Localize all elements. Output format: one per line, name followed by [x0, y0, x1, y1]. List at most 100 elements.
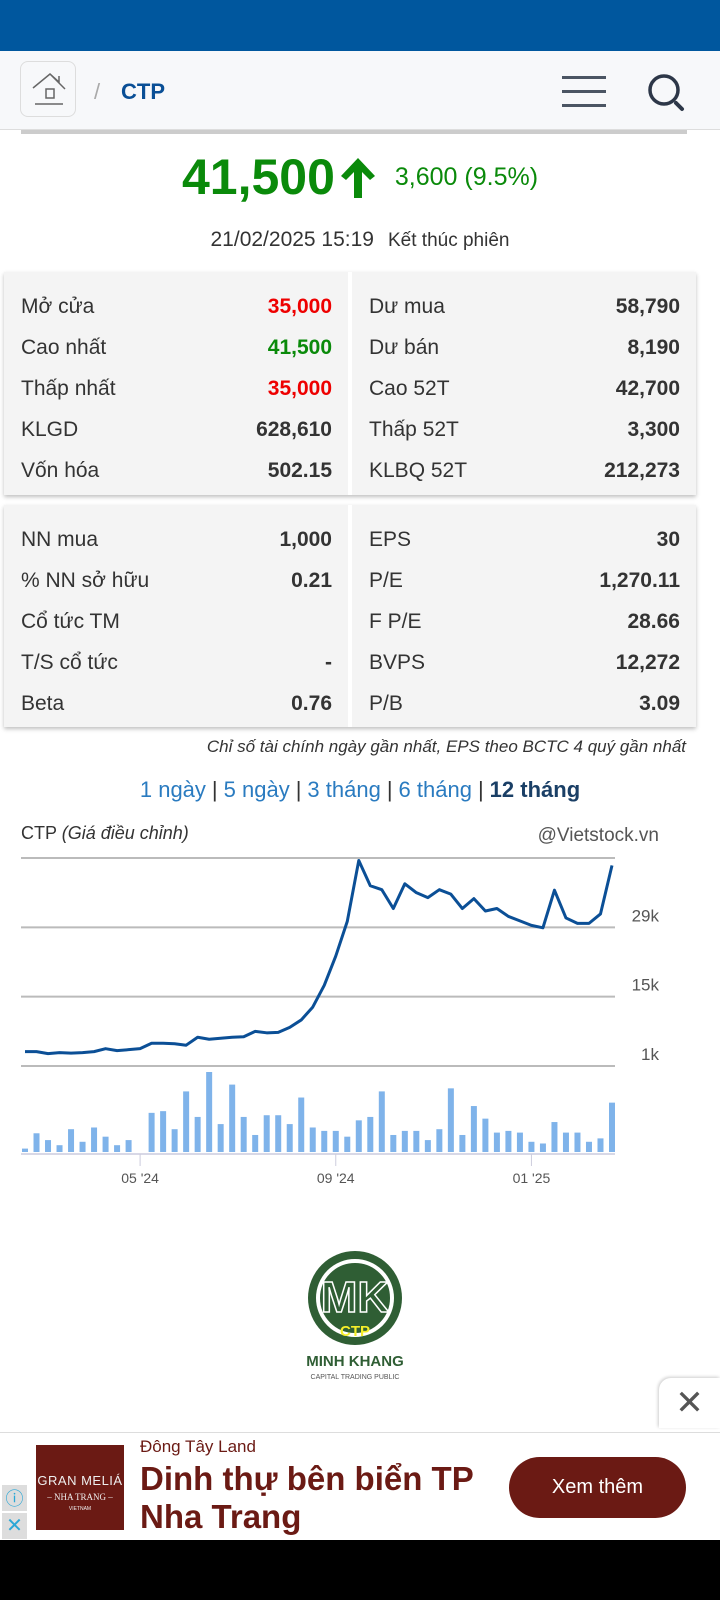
x-tick-label: 01 '25: [513, 1170, 551, 1186]
period-link[interactable]: 1 ngày: [139, 777, 206, 802]
stat-row: F P/E 28.66: [369, 601, 680, 642]
datetime: 21/02/2025 15:19: [210, 228, 375, 251]
price-line: [25, 858, 614, 1056]
breadcrumb-separator: /: [94, 79, 101, 104]
stat-label: KLBQ 52T: [369, 458, 468, 482]
volume-bar: [574, 1132, 581, 1152]
stat-row: EPS 30: [369, 519, 680, 560]
period-link[interactable]: 5 ngày: [223, 777, 290, 802]
volume-bar: [79, 1141, 86, 1152]
volume-bar: [528, 1141, 535, 1152]
x-tick-label: 09 '24: [317, 1170, 355, 1186]
volume-bar: [562, 1132, 569, 1152]
ad-title[interactable]: Dinh thự bên biển TP Nha Trang: [140, 1460, 474, 1535]
search-button[interactable]: [645, 71, 689, 115]
volume-bar: [390, 1134, 397, 1152]
stat-row: BVPS 12,272: [369, 642, 680, 683]
volume-bar: [516, 1132, 523, 1152]
system-nav-bar: [0, 1540, 720, 1600]
company-logo: MK CTP MINH KHANG CAPITAL TRADING PUBLIC: [306, 1251, 404, 1381]
stat-value: 3.09: [639, 691, 680, 715]
volume-bar: [194, 1116, 201, 1152]
price-row: 41,500 3,600 (9.5%): [0, 148, 720, 206]
stat-value: 30: [656, 527, 680, 551]
stat-label: % NN sở hữu: [21, 568, 150, 592]
stat-value: 0.21: [291, 568, 332, 592]
arrow-up-icon: [340, 158, 375, 198]
stat-label: Cổ tức TM: [21, 609, 120, 633]
svg-text:MINH KHANG: MINH KHANG: [306, 1353, 404, 1370]
volume-bar: [114, 1145, 121, 1152]
stat-value: 1,000: [279, 527, 332, 551]
price-chart: CTP (Giá điều chỉnh) @Vietstock.vn 29k 15…: [0, 820, 720, 1200]
volume-bar: [367, 1116, 374, 1152]
session-info: 21/02/2025 15:19 Kết thúc phiên: [0, 228, 720, 252]
ad-close-icon[interactable]: ✕: [2, 1513, 27, 1539]
stat-label: Beta: [21, 691, 65, 715]
ad-cta-button[interactable]: Xem thêm: [509, 1457, 686, 1518]
stat-value: 42,700: [615, 376, 680, 400]
chart-canvas: 29k 15k 1k 05 '24 09 '24 01 '25: [21, 857, 660, 1186]
volume-bar: [355, 1120, 362, 1152]
stat-row: Dư mua 58,790: [369, 286, 680, 327]
period-separator: |: [477, 777, 484, 802]
volume-bar: [240, 1116, 247, 1152]
stat-label: Vốn hóa: [21, 458, 100, 482]
ad-banner[interactable]: GRAN MELIÁ – NHA TRANG – VIETNAM Đông Tâ…: [0, 1432, 720, 1540]
y-tick-label: 15k: [632, 976, 660, 995]
volume-bar: [217, 1124, 224, 1152]
volume-bar: [539, 1143, 546, 1152]
stat-value: 0.76: [291, 691, 332, 715]
stat-value: 35,000: [267, 376, 332, 400]
volume-bar: [321, 1130, 328, 1152]
ad-info-icon[interactable]: ⓘ: [2, 1485, 27, 1511]
stat-label: Cao 52T: [369, 376, 450, 400]
ad-advertiser: Đông Tây Land: [140, 1437, 256, 1456]
volume-bar: [45, 1140, 52, 1152]
stat-value: 12,272: [615, 650, 680, 674]
home-button[interactable]: [20, 61, 76, 117]
financial-note: Chỉ số tài chính ngày gần nhất, EPS theo…: [206, 737, 686, 756]
volume-bar: [424, 1140, 431, 1152]
period-separator: |: [211, 777, 218, 802]
search-icon: [648, 74, 684, 111]
stat-label: KLGD: [21, 417, 79, 441]
breadcrumb-symbol[interactable]: CTP: [121, 79, 165, 104]
volume-bar: [125, 1140, 132, 1152]
volume-bar: [91, 1127, 98, 1152]
header: / CTP: [0, 51, 720, 130]
stat-row: Beta 0.76: [21, 683, 332, 724]
volume-bar: [206, 1072, 213, 1152]
volume-bar: [482, 1118, 489, 1152]
stat-label: Dư mua: [369, 294, 445, 318]
stat-row: P/E 1,270.11: [369, 560, 680, 601]
close-ad-button[interactable]: ✕: [659, 1378, 720, 1428]
ad-image-sub: – NHA TRANG –: [47, 1492, 113, 1502]
period-link[interactable]: 6 tháng: [398, 777, 472, 802]
stat-row: % NN sở hữu 0.21: [21, 560, 332, 601]
stat-row: Dư bán 8,190: [369, 327, 680, 368]
stat-value: 628,610: [256, 417, 332, 441]
stat-row: P/B 3.09: [369, 683, 680, 724]
trading-stats-card: Mở cửa 35,000 Cao nhất 41,500 Thấp nhất 35,00…: [4, 272, 696, 495]
stat-row: KLBQ 52T 212,273: [369, 450, 680, 491]
svg-text:MK: MK: [321, 1273, 390, 1322]
menu-button[interactable]: [562, 76, 606, 108]
volume-bar: [413, 1130, 420, 1152]
volume-bar: [344, 1136, 351, 1152]
volume-bar: [263, 1115, 270, 1152]
chart-source: @Vietstock.vn: [537, 825, 659, 846]
financial-stats-card: NN mua 1,000 % NN sở hữu 0.21 Cổ tức TM T/S c…: [4, 505, 696, 727]
stat-label: Mở cửa: [21, 294, 95, 318]
period-separator: |: [386, 777, 393, 802]
period-link[interactable]: 12 tháng: [489, 777, 581, 802]
stat-row: Thấp 52T 3,300: [369, 409, 680, 450]
ad-image[interactable]: GRAN MELIÁ – NHA TRANG – VIETNAM: [36, 1445, 124, 1530]
stat-label: F P/E: [369, 609, 422, 633]
volume-bar: [505, 1130, 512, 1152]
volume-bar: [298, 1097, 305, 1152]
ad-image-country: VIETNAM: [68, 1506, 92, 1512]
period-link[interactable]: 3 tháng: [307, 777, 381, 802]
volume-bar: [436, 1129, 443, 1152]
volume-bar: [378, 1091, 385, 1152]
